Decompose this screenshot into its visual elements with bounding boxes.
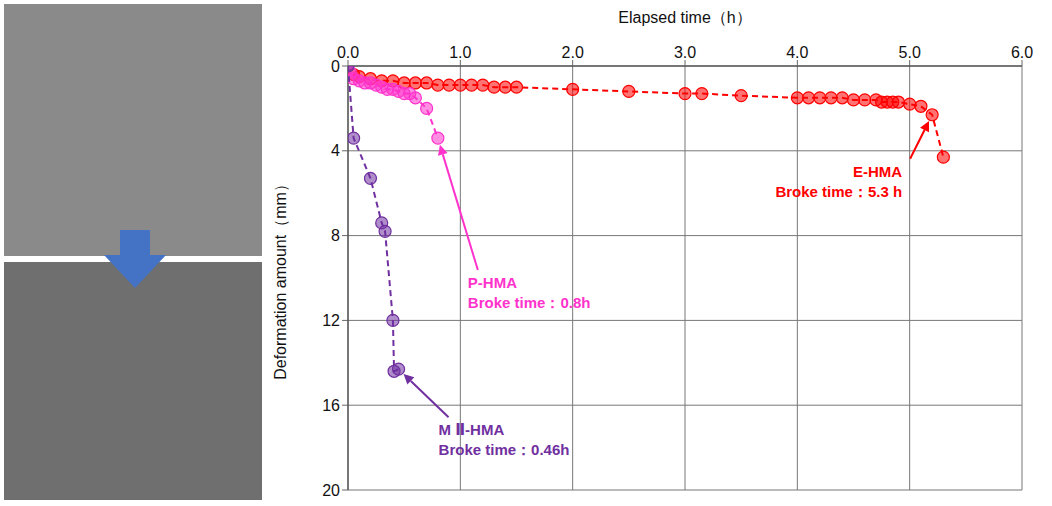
- svg-text:16: 16: [322, 397, 340, 414]
- svg-text:Broke time：5.3 h: Broke time：5.3 h: [775, 183, 902, 200]
- svg-text:Broke time：0.8h: Broke time：0.8h: [468, 294, 591, 311]
- svg-text:8: 8: [331, 227, 340, 244]
- svg-text:3.0: 3.0: [674, 44, 696, 61]
- svg-text:0.0: 0.0: [337, 44, 359, 61]
- svg-text:E-HMA: E-HMA: [853, 163, 902, 180]
- svg-text:6.0: 6.0: [1011, 44, 1033, 61]
- svg-text:2.0: 2.0: [562, 44, 584, 61]
- svg-text:Deformation amount（mm）: Deformation amount（mm）: [272, 176, 289, 380]
- svg-text:20: 20: [322, 482, 340, 499]
- svg-text:P-HMA: P-HMA: [468, 274, 517, 291]
- svg-text:4: 4: [331, 142, 340, 159]
- svg-text:5.0: 5.0: [899, 44, 921, 61]
- svg-text:M Ⅱ-HMA: M Ⅱ-HMA: [439, 421, 505, 438]
- svg-text:4.0: 4.0: [786, 44, 808, 61]
- svg-text:12: 12: [322, 312, 340, 329]
- svg-text:Elapsed time（h）: Elapsed time（h）: [618, 9, 751, 26]
- svg-text:0: 0: [331, 58, 340, 75]
- svg-text:1.0: 1.0: [449, 44, 471, 61]
- svg-text:Broke time：0.46h: Broke time：0.46h: [439, 441, 570, 458]
